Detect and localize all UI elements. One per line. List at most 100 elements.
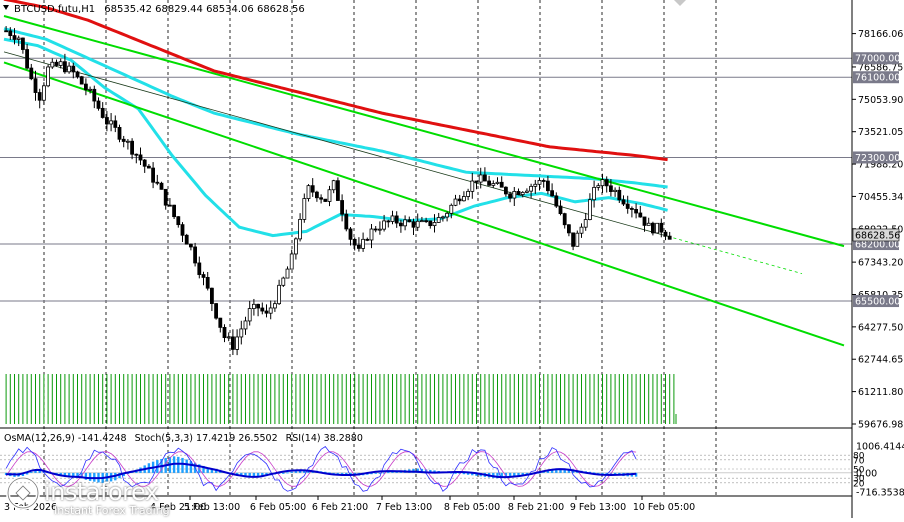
osma-bar [290, 471, 293, 473]
candle-body [554, 195, 559, 207]
candle-body [335, 180, 340, 201]
osma-bar [244, 472, 247, 477]
candle-body [314, 191, 319, 199]
time-tick-label: 8 Feb 05:00 [444, 502, 500, 513]
channel-line [3, 61, 845, 347]
candle-body [655, 222, 659, 234]
candle-body [428, 220, 433, 227]
candle-body [323, 198, 328, 202]
candle-body [356, 244, 361, 249]
candle-body [172, 204, 177, 218]
candle-body [331, 180, 336, 191]
candle-body [529, 185, 533, 192]
osma-bar [240, 472, 243, 476]
price-axis-background [852, 0, 904, 518]
candle-body [667, 235, 672, 240]
osma-bar [601, 472, 604, 474]
candle-body [609, 185, 613, 192]
osma-bar [25, 472, 29, 475]
osma-bar [282, 472, 285, 474]
candle-body [58, 61, 63, 66]
candle-body [503, 186, 508, 195]
candle-body [546, 180, 550, 192]
candle-body [277, 284, 282, 305]
candle-body [29, 67, 34, 80]
candle-body [20, 37, 25, 50]
candle-body [550, 190, 554, 197]
candle-body [214, 303, 219, 319]
candle-body [432, 222, 437, 227]
level-label-box [853, 151, 899, 164]
osc-level-label: 70 [853, 456, 865, 466]
chart-symbol: BTCUSD.futu,H1 [14, 4, 95, 15]
osma-bar [513, 472, 516, 477]
candle-body [4, 30, 8, 33]
time-tick-label: 10 Feb 05:00 [633, 502, 695, 513]
candle-body [386, 220, 391, 223]
osc-level-label: 80 [853, 452, 865, 462]
price-tick-label: 59676.98 [858, 420, 903, 431]
candle-body [369, 228, 374, 241]
candle-body [37, 92, 42, 101]
osma-bar [328, 472, 331, 474]
osma-bar [567, 469, 571, 473]
chart-menu-arrow-icon[interactable] [3, 5, 9, 10]
candle-body [436, 217, 441, 223]
osma-bar [261, 472, 264, 477]
candle-body [230, 336, 235, 350]
osma-bar [391, 471, 394, 473]
osc-tick-label: -716.3538 [856, 488, 904, 499]
rsi-label: RSI(14) 38.2880 [286, 433, 363, 444]
chart-header: BTCUSD.futu,H1 68535.42 68829.44 68534.0… [14, 4, 305, 15]
osma-bar [458, 472, 461, 474]
candle-body [508, 193, 513, 199]
candle-body [407, 219, 412, 223]
candle-body [319, 197, 324, 200]
osma-label: OsMA(12,26,9) -141.4248 [4, 433, 127, 444]
candle-body [239, 328, 244, 338]
scroll-marker-icon[interactable] [674, 0, 686, 6]
candle-body [163, 188, 168, 206]
level-label-text: 76100.00 [855, 73, 900, 84]
candle-body [457, 198, 462, 202]
candle-body [100, 107, 105, 118]
price-tick-label: 71988.20 [858, 160, 903, 171]
candle-body [571, 232, 575, 247]
osma-bar [286, 472, 289, 474]
osma-bar [189, 461, 193, 473]
osma-bar [88, 472, 92, 481]
osma-bar [597, 472, 600, 474]
candle-body [96, 100, 101, 109]
candle-body [482, 174, 487, 182]
candle-body [382, 220, 387, 230]
candle-body [348, 228, 353, 240]
level-labels: 77000.00 76100.00 72300.00 68200.00 65500.00… [852, 52, 900, 308]
candle-body [340, 200, 345, 215]
candle-body [516, 191, 521, 195]
candle-body [79, 76, 84, 85]
osma-bar [500, 472, 503, 478]
stoch-main-line [5, 445, 637, 492]
osma-bar [382, 472, 386, 474]
candle-body [293, 238, 298, 255]
osma-bar [202, 465, 205, 473]
candle-body [306, 185, 311, 199]
candle-body [222, 326, 227, 338]
candle-body [415, 220, 420, 228]
candle-body [235, 336, 240, 350]
stoch-signal-line [5, 451, 637, 487]
candle-body [579, 226, 584, 234]
candle-body [260, 307, 265, 312]
osma-bar [555, 469, 558, 473]
osma-bar [181, 457, 184, 473]
osma-bar [210, 468, 214, 473]
osma-bar [508, 472, 512, 477]
candle-body [525, 190, 529, 193]
candle-body [46, 66, 50, 87]
instaforex-watermark: instaforex Instant Forex Trading [6, 474, 196, 518]
osma-bar [504, 472, 508, 478]
candle-body [88, 88, 92, 91]
time-tick-label: 9 Feb 13:00 [570, 502, 626, 513]
candle-body [440, 216, 445, 219]
candle-body [151, 167, 156, 183]
